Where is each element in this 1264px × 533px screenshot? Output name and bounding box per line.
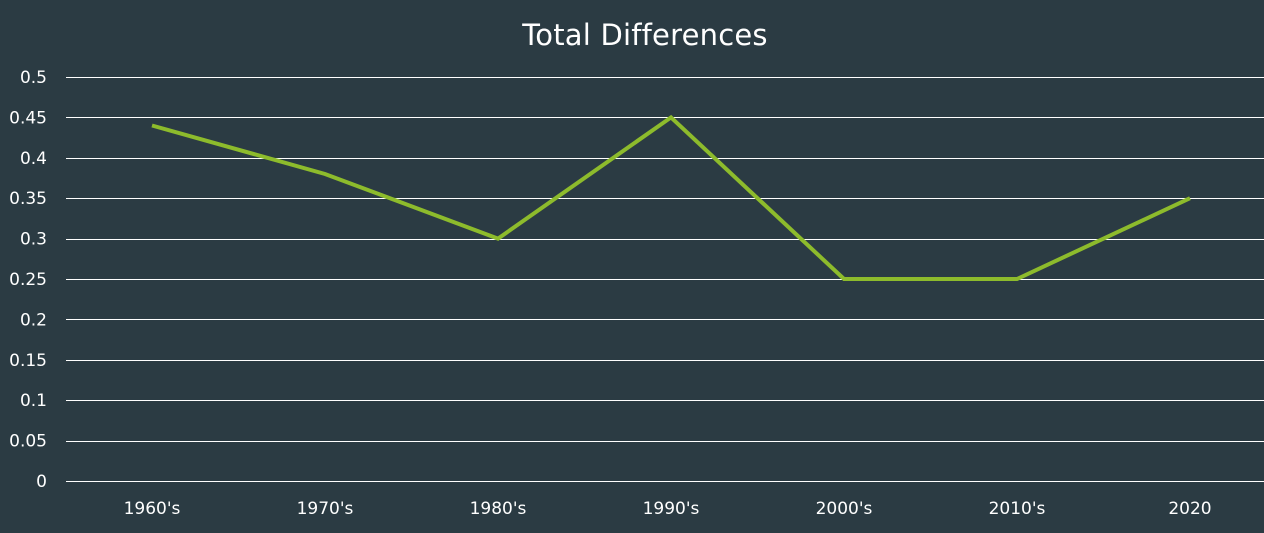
- x-tick-label: 2020: [1168, 499, 1211, 519]
- x-tick-label: 2000's: [816, 499, 873, 519]
- x-tick-label: 1970's: [297, 499, 354, 519]
- chart-title: Total Differences: [522, 18, 768, 52]
- x-tick-label: 2010's: [989, 499, 1046, 519]
- y-tick-label: 0.3: [20, 230, 47, 250]
- y-tick-label: 0.25: [9, 270, 47, 290]
- y-tick-label: 0.45: [9, 108, 47, 128]
- y-tick-label: 0.35: [9, 189, 47, 209]
- y-tick-label: 0.15: [9, 351, 47, 371]
- y-axis-ticks: 0 0.05 0.1 0.15 0.2 0.25 0.3 0.35 0.4 0.45 0.5: [9, 68, 47, 492]
- x-tick-label: 1980's: [470, 499, 527, 519]
- y-tick-label: 0.1: [20, 391, 47, 411]
- series-line: [151, 114, 1191, 281]
- x-axis-ticks: 1960's 1970's 1980's 1990's 2000's 2010's 2020: [124, 499, 1212, 519]
- x-tick-label: 1960's: [124, 499, 181, 519]
- y-tick-label: 0.2: [20, 310, 47, 330]
- y-tick-label: 0: [36, 472, 47, 492]
- series-layer: [151, 114, 1191, 281]
- gridlines: [66, 77, 1264, 482]
- y-tick-label: 0.5: [20, 68, 47, 88]
- x-tick-label: 1990's: [643, 499, 700, 519]
- y-tick-label: 0.4: [20, 149, 47, 169]
- y-tick-label: 0.05: [9, 432, 47, 452]
